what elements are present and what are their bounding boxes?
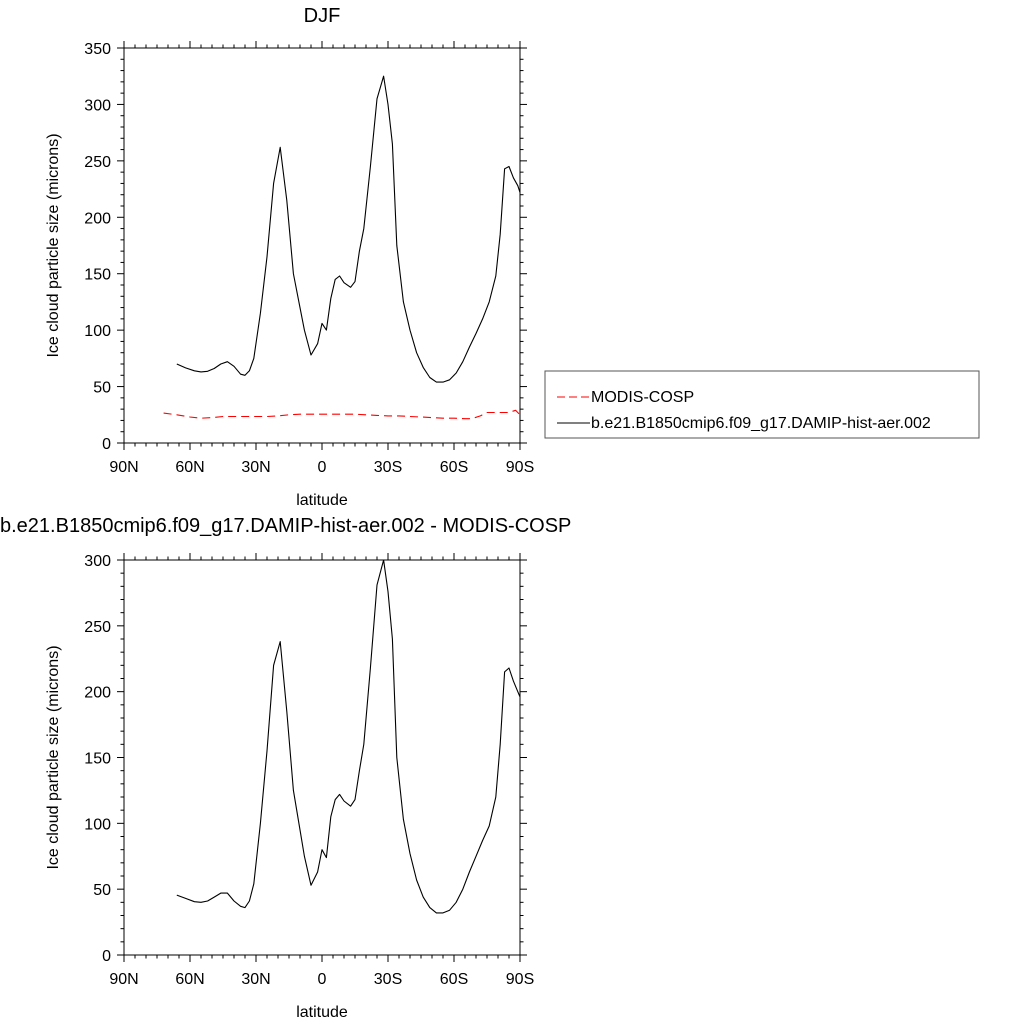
series-line-0 [163,409,521,420]
y-tick-label: 50 [93,882,111,899]
y-tick-label: 250 [84,154,111,171]
x-tick-label: 90N [109,459,138,476]
legend-label-0: MODIS-COSP [591,389,694,406]
x-tick-label: 60S [440,459,468,476]
y-tick-label: 150 [84,751,111,768]
series-line-1 [176,75,521,383]
y-tick-label: 250 [84,619,111,636]
x-axis-label: latitude [296,1004,348,1021]
plot-frame [123,47,521,444]
x-tick-label: 60N [175,459,204,476]
plot-frame [123,559,521,956]
series-line-0 [176,559,521,914]
x-tick-label: 30S [374,459,402,476]
y-tick-label: 0 [102,948,111,965]
x-tick-label: 0 [318,459,327,476]
legend: MODIS-COSP b.e21.B1850cmip6.f09_g17.DAMIP… [544,370,980,439]
y-tick-label: 300 [84,97,111,114]
chart-title: b.e21.B1850cmip6.f09_g17.DAMIP-hist-aer.… [0,515,571,537]
y-tick-label: 150 [84,267,111,284]
x-tick-label: 30N [241,971,270,988]
legend-label-1: b.e21.B1850cmip6.f09_g17.DAMIP-hist-aer.… [591,415,931,432]
x-tick-label: 60S [440,971,468,988]
y-tick-label: 0 [102,436,111,453]
x-tick-label: 90S [506,459,534,476]
y-axis-label: Ice cloud particle size (microns) [45,645,62,869]
chart-djf: 90N 60N 30N 0 30S 60S 90S 0 50 100 150 200 250 300 350… [45,5,534,509]
x-tick-label: 90N [109,971,138,988]
y-tick-label: 50 [93,380,111,397]
y-tick-label: 350 [84,41,111,58]
x-tick-label: 30S [374,971,402,988]
y-tick-label: 200 [84,685,111,702]
legend-box [544,370,980,439]
x-tick-label: 90S [506,971,534,988]
y-tick-label: 300 [84,553,111,570]
y-axis-label: Ice cloud particle size (microns) [45,133,62,357]
x-axis-label: latitude [296,492,348,509]
x-tick-label: 60N [175,971,204,988]
y-tick-label: 200 [84,210,111,227]
y-tick-label: 100 [84,323,111,340]
chart-title: DJF [304,5,341,27]
x-tick-label: 30N [241,459,270,476]
x-tick-label: 0 [318,971,327,988]
chart-difference: 90N 60N 30N 0 30S 60S 90S 0 50 100 150 200 250 300 Ice… [0,515,571,1021]
y-tick-label: 100 [84,816,111,833]
